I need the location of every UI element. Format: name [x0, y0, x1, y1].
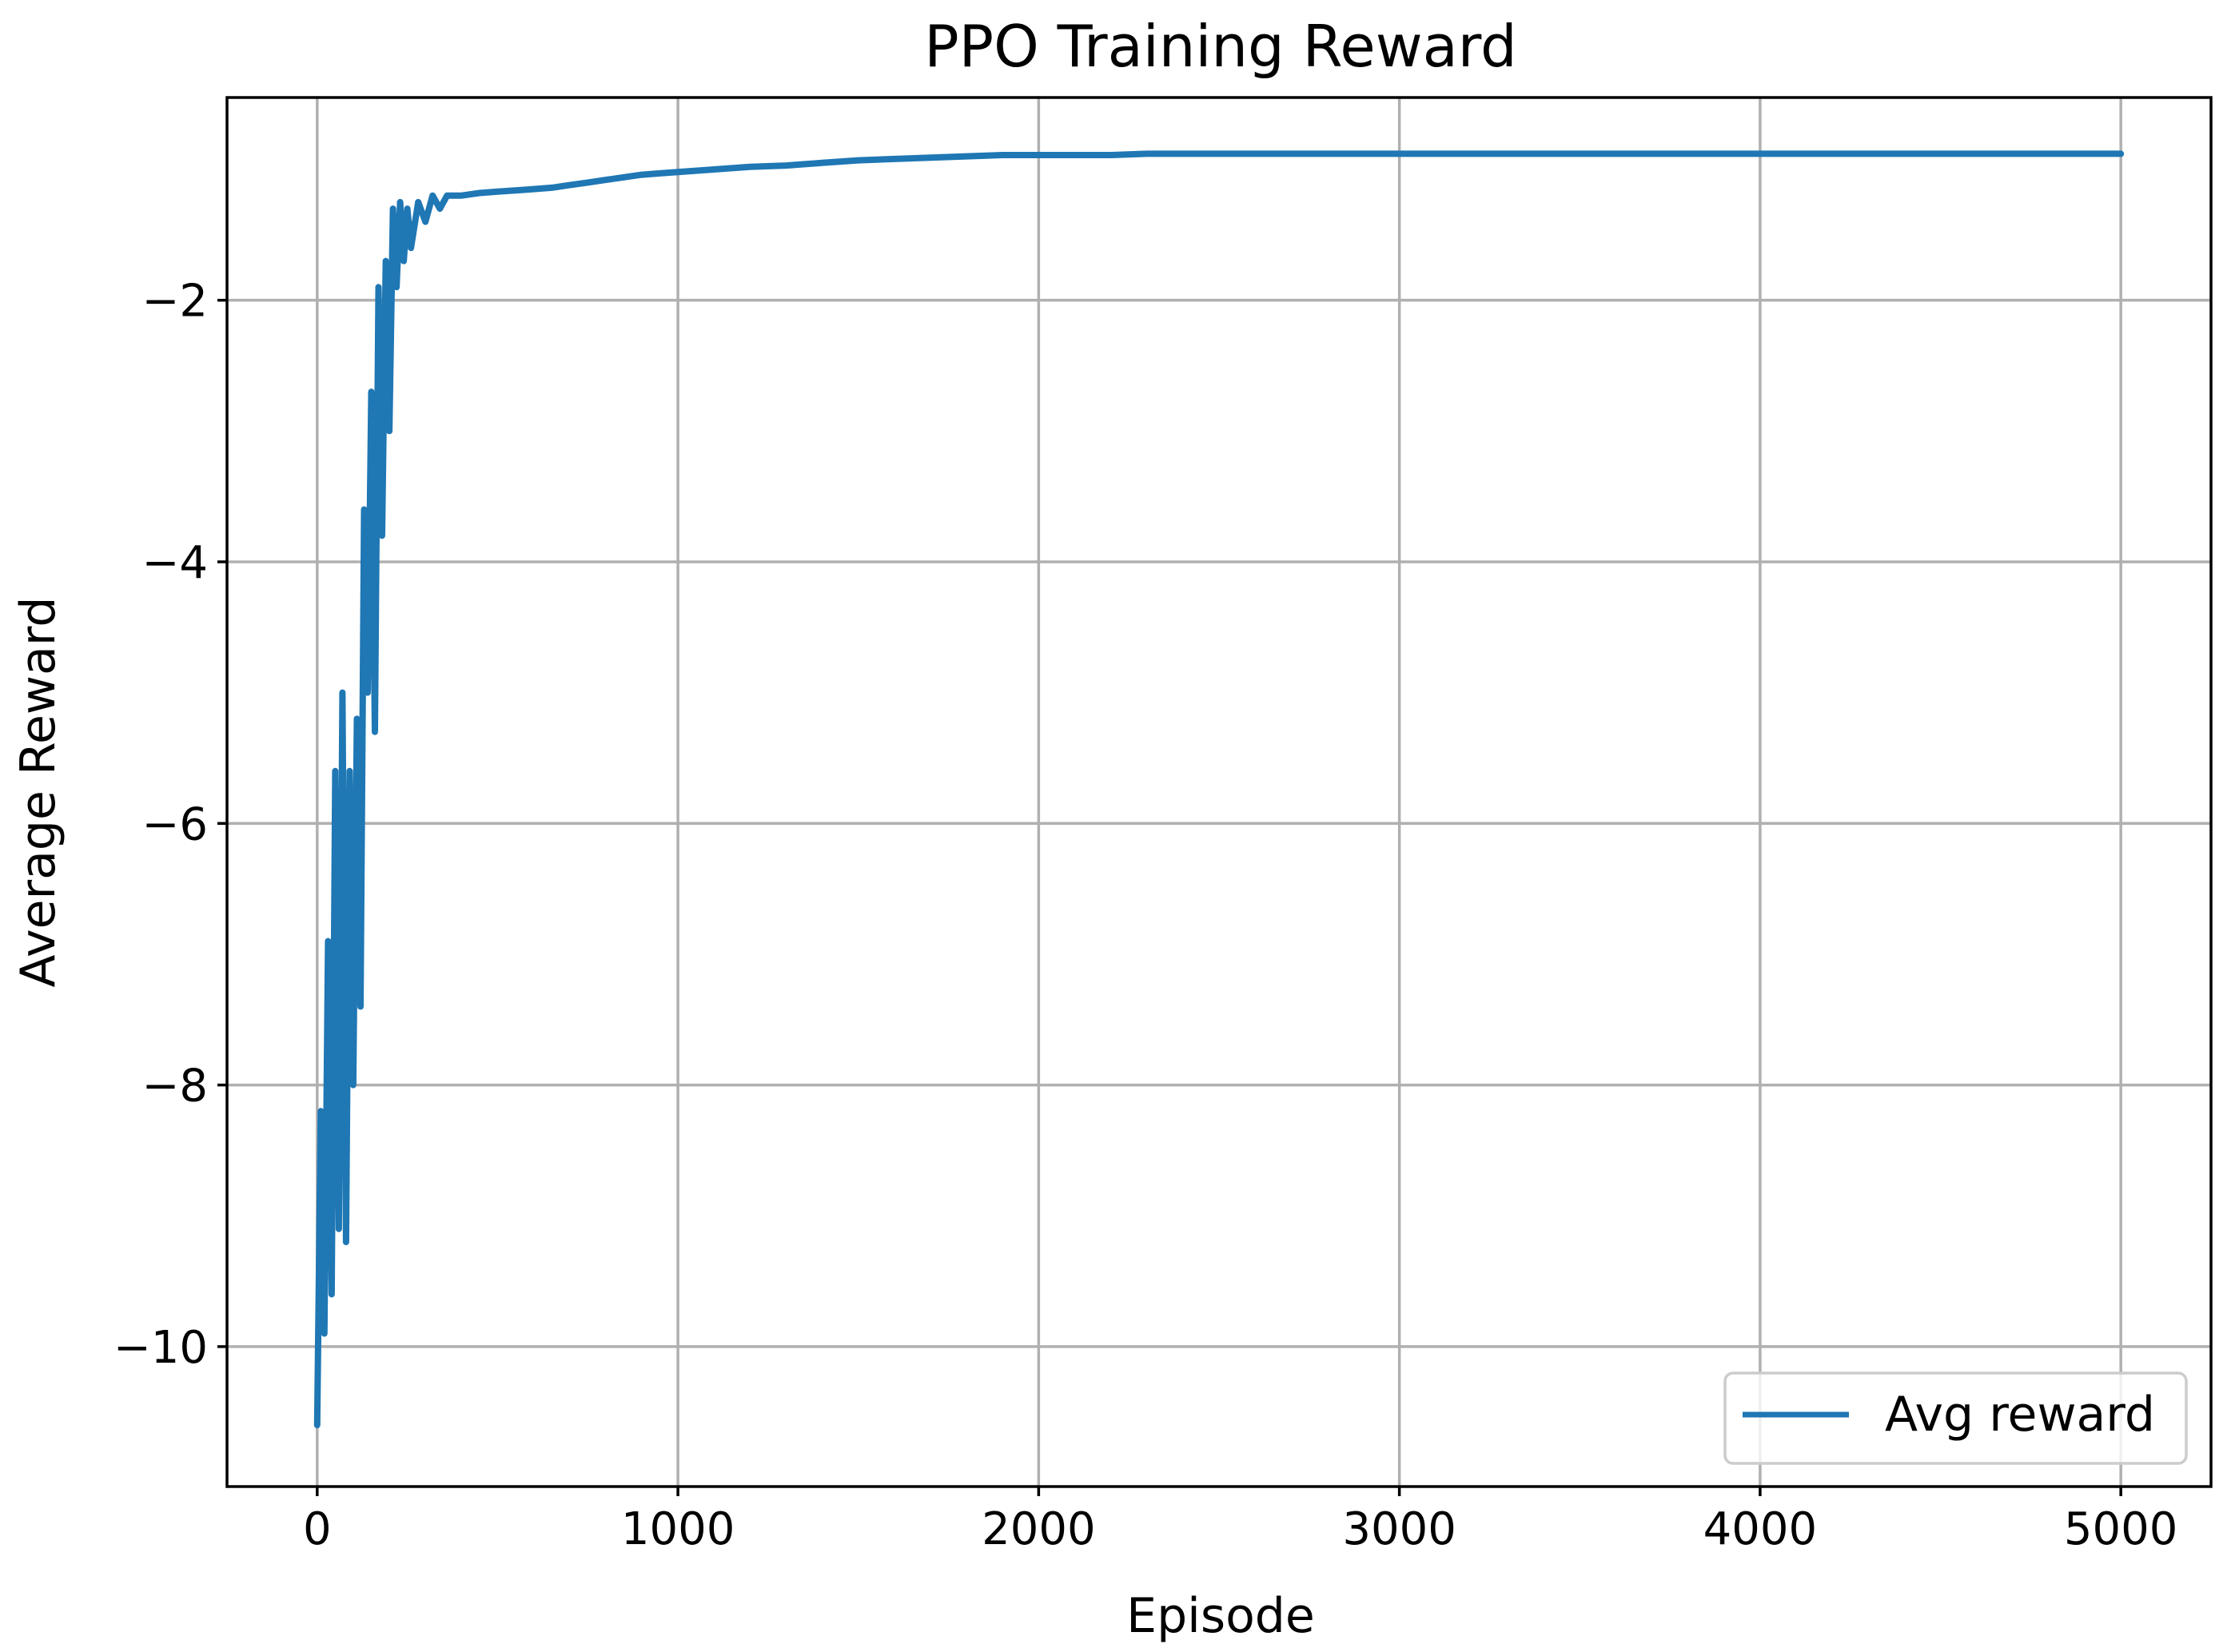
series-line-avg-reward: [313, 150, 2125, 1429]
legend-box: [1723, 1371, 2188, 1465]
grid-lines: [227, 98, 2211, 1487]
y-tick-label: −10: [114, 1322, 208, 1374]
y-axis-label: Average Reward: [10, 597, 66, 988]
y-axis: −10 −8 −6 −4 −2: [114, 276, 227, 1374]
x-tick-label: 5000: [2064, 1503, 2178, 1555]
y-tick-label: −6: [141, 798, 208, 850]
x-tick-label: 2000: [982, 1503, 1096, 1555]
y-tick-label: −4: [141, 537, 208, 589]
x-tick-label: 0: [303, 1503, 332, 1555]
x-tick-label: 4000: [1703, 1503, 1818, 1555]
series-layer: [313, 150, 2125, 1429]
legend-label-avg-reward: Avg reward: [1885, 1387, 2155, 1443]
y-tick-label: −8: [141, 1061, 208, 1113]
chart-title: PPO Training Reward: [924, 13, 1517, 80]
legend: Avg reward: [1723, 1371, 2188, 1465]
plot-frame: [225, 96, 2213, 1488]
x-tick-label: 3000: [1342, 1503, 1456, 1555]
x-tick-label: 1000: [621, 1503, 735, 1555]
x-axis: 0 1000 2000 3000 4000 5000: [303, 1487, 2177, 1555]
plot-area: [227, 98, 2211, 1487]
x-axis-label: Episode: [1126, 1588, 1315, 1644]
y-tick-label: −2: [141, 276, 208, 328]
